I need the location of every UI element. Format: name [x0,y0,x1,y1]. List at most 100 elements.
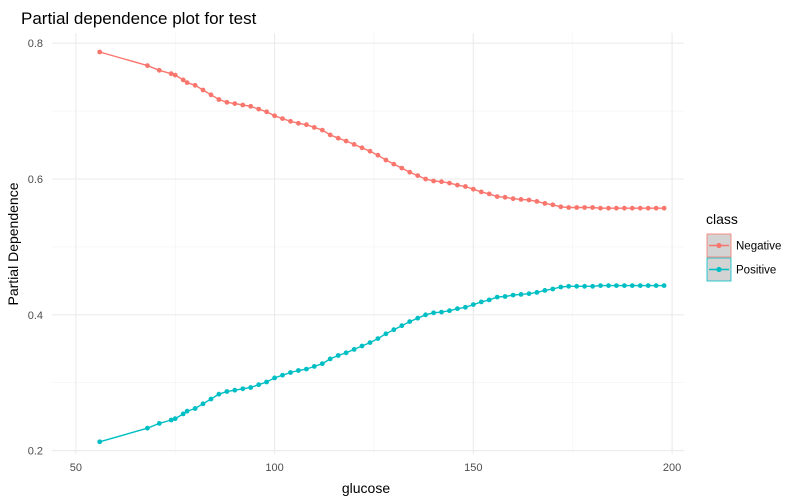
data-point-positive [502,294,508,299]
data-point-negative [423,176,428,182]
data-point-negative [447,180,452,186]
data-point-positive [232,387,238,393]
data-point-negative [574,205,580,210]
data-point-negative [653,205,659,211]
data-point-negative [494,194,500,200]
data-point-positive [399,323,405,329]
x-axis-title: glucose [342,480,390,496]
data-point-positive [470,302,476,307]
data-point-positive [550,286,556,292]
data-point-negative [645,205,651,211]
data-point-negative [192,82,198,88]
data-point-positive [455,306,460,312]
data-point-negative [478,189,484,195]
data-point-negative [200,87,206,93]
data-point-positive [637,283,643,288]
data-point-negative [351,142,357,147]
data-point-positive [351,347,357,352]
data-point-negative [97,49,103,55]
y-axis-ticks: 0.2 0.4 0.6 0.8 [28,38,43,457]
legend: class Negative Positive [706,211,781,282]
data-point-positive [447,308,452,314]
data-point-positive [614,283,619,288]
data-point-positive [542,288,548,293]
data-point-negative [240,102,246,108]
data-point-negative [335,135,341,141]
data-point-negative [359,145,365,151]
data-point-positive [180,411,186,417]
data-point-negative [311,125,317,130]
data-point-positive [97,439,103,445]
data-point-positive [224,389,230,394]
x-tick-label: 50 [70,462,82,474]
data-point-negative [439,179,444,185]
data-point-negative [470,186,476,192]
data-point-negative [606,205,611,211]
data-point-negative [280,116,285,121]
data-point-positive [574,283,580,289]
data-point-negative [232,101,238,106]
data-point-positive [216,391,222,397]
y-tick-label: 0.6 [28,174,43,186]
legend-key-point [716,266,722,273]
data-point-positive [304,366,309,372]
data-point-positive [439,309,444,315]
data-point-negative [431,178,436,184]
data-point-negative [296,120,301,126]
data-point-negative [216,97,222,102]
data-point-positive [423,312,428,318]
data-point-negative [327,132,333,138]
data-point-positive [184,408,190,414]
data-point-positive [296,368,301,373]
data-point-positive [264,379,269,385]
data-point-negative [168,71,174,77]
data-point-positive [494,294,500,300]
x-axis-ticks: 50 100 150 200 [70,462,682,474]
data-point-negative [264,109,269,115]
data-point-positive [478,299,484,305]
data-point-negative [375,152,381,158]
data-point-positive [168,417,174,423]
y-tick-label: 0.8 [28,38,43,50]
data-point-positive [200,401,206,407]
data-point-positive [192,406,198,411]
series-positive [97,283,667,445]
data-point-positive [383,331,389,337]
data-point-positive [566,283,572,289]
data-point-positive [145,425,150,431]
y-axis-title: Partial Dependence [5,182,21,305]
data-point-positive [391,327,397,333]
x-tick-label: 150 [464,462,482,474]
data-point-negative [598,205,603,211]
data-point-negative [542,201,548,206]
data-point-positive [272,375,277,381]
data-point-positive [653,283,659,288]
data-point-positive [319,361,325,367]
data-point-negative [550,202,556,208]
y-tick-label: 0.2 [28,446,43,458]
legend-item-positive: Positive [706,257,776,282]
data-point-negative [415,173,421,179]
data-point-negative [156,67,162,73]
legend-label: Negative [736,241,781,253]
data-point-positive [645,283,651,288]
data-point-positive [311,364,317,369]
data-point-negative [590,205,595,210]
data-point-negative [661,205,667,211]
data-point-negative [486,191,492,197]
data-point-positive [248,385,254,390]
series-negative [97,49,667,211]
data-point-positive [335,353,341,358]
legend-items: Negative Positive [706,233,781,282]
data-point-negative [248,103,254,109]
data-point-positive [463,304,468,310]
data-point-negative [184,80,190,85]
data-point-positive [172,416,178,422]
data-point-positive [359,343,365,349]
data-point-positive [343,350,349,356]
data-point-positive [156,421,162,426]
data-point-negative [272,113,277,119]
data-point-negative [208,92,214,98]
data-point-positive [661,283,667,288]
